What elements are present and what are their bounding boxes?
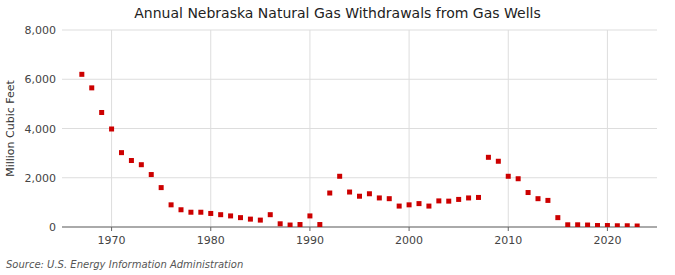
x-tick-label: 1980: [197, 234, 225, 247]
y-tick-label: 4,000: [25, 123, 57, 136]
point: [565, 222, 570, 227]
point: [526, 190, 531, 195]
x-tick-label: 2020: [593, 234, 621, 247]
x-grid-line: [309, 30, 310, 227]
point: [139, 162, 144, 167]
point: [169, 202, 174, 207]
point: [357, 194, 362, 199]
point: [466, 195, 471, 200]
x-grid-line: [607, 30, 608, 227]
point: [208, 211, 213, 216]
y-grid-line: [62, 177, 657, 178]
y-tick-label: 8,000: [25, 24, 57, 37]
y-grid-line: [62, 30, 657, 31]
point: [446, 199, 451, 204]
point: [307, 213, 312, 218]
point: [417, 201, 422, 206]
point: [555, 215, 560, 220]
x-tick: [111, 227, 112, 231]
point: [89, 85, 94, 90]
point: [268, 212, 273, 217]
point: [516, 176, 521, 181]
point: [198, 210, 203, 215]
point: [436, 198, 441, 203]
point: [426, 204, 431, 209]
point: [496, 159, 501, 164]
point: [278, 221, 283, 226]
x-tick: [508, 227, 509, 231]
point: [337, 174, 342, 179]
x-tick-label: 1990: [296, 234, 324, 247]
point: [149, 172, 154, 177]
point: [407, 202, 412, 207]
point: [119, 150, 124, 155]
x-tick-label: 2000: [395, 234, 423, 247]
point: [288, 223, 293, 227]
x-tick-label: 2010: [494, 234, 522, 247]
y-axis-label: Million Cubic Feet: [4, 79, 17, 176]
point: [377, 195, 382, 200]
point: [605, 223, 610, 227]
x-tick: [210, 227, 211, 231]
x-grid-line: [409, 30, 410, 227]
point: [238, 215, 243, 220]
point: [635, 224, 640, 227]
point: [179, 207, 184, 212]
grid: [62, 30, 657, 227]
point: [317, 222, 322, 227]
point: [397, 204, 402, 209]
point: [347, 190, 352, 195]
point: [129, 158, 134, 163]
y-tick-label: 0: [49, 221, 56, 234]
point: [367, 191, 372, 196]
x-tick: [409, 227, 410, 231]
x-grid-line: [210, 30, 211, 227]
point: [575, 222, 580, 227]
point: [248, 217, 253, 222]
point: [109, 126, 114, 131]
point: [476, 195, 481, 200]
point: [595, 223, 600, 227]
point: [159, 185, 164, 190]
point: [545, 198, 550, 203]
point: [298, 222, 303, 227]
y-tick-label: 2,000: [25, 172, 57, 185]
x-tick: [607, 227, 608, 231]
point: [99, 110, 104, 115]
point: [625, 223, 630, 227]
y-grid-line: [62, 128, 657, 129]
x-tick: [309, 227, 310, 231]
points: [79, 72, 639, 227]
y-tick-label: 6,000: [25, 73, 57, 86]
point: [536, 196, 541, 201]
point: [228, 213, 233, 218]
chart: Annual Nebraska Natural Gas Withdrawals …: [0, 0, 675, 275]
x-grid-line: [508, 30, 509, 227]
point: [456, 197, 461, 202]
point: [258, 218, 263, 223]
point: [327, 191, 332, 196]
point: [506, 174, 511, 179]
y-grid-line: [62, 79, 657, 80]
point: [615, 223, 620, 227]
point: [79, 72, 84, 77]
title: Annual Nebraska Natural Gas Withdrawals …: [134, 5, 540, 21]
point: [585, 223, 590, 227]
point: [387, 196, 392, 201]
point: [188, 210, 193, 215]
point: [218, 212, 223, 217]
x-tick-label: 1970: [98, 234, 126, 247]
axes: 0 2,000 4,000 6,000 8,000 1970 1980 1990 2000 201…: [25, 24, 658, 247]
source: Source: U.S. Energy Information Administ…: [6, 259, 243, 270]
point: [486, 155, 491, 160]
